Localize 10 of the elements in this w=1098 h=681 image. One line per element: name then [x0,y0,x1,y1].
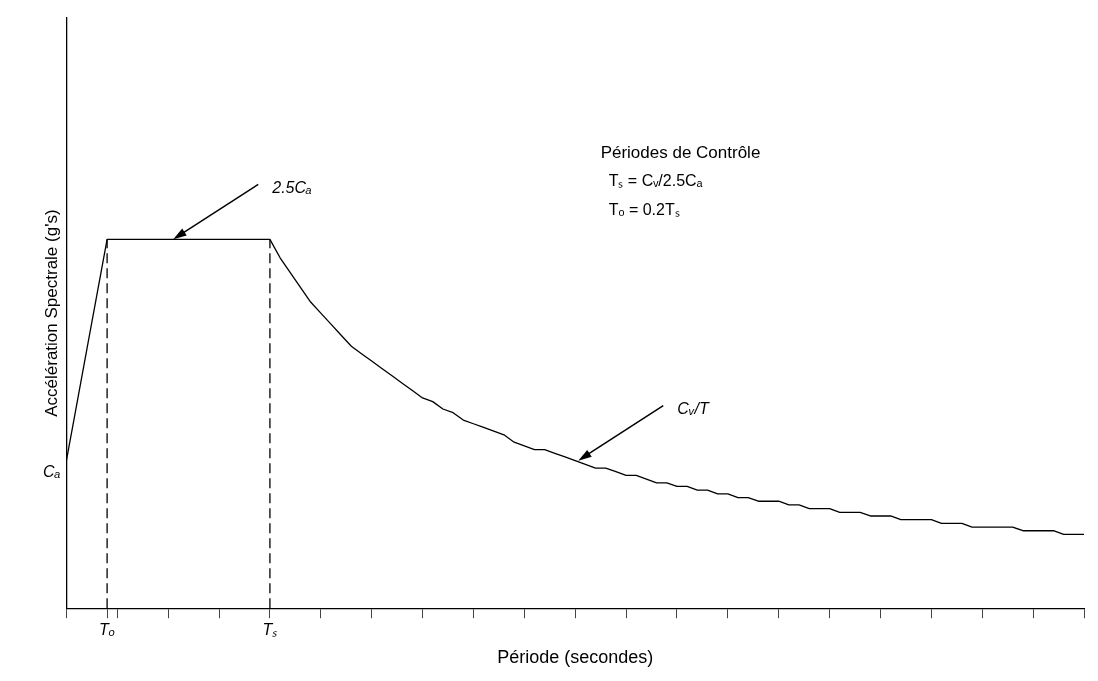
x-tick-label: Tₛ [262,621,279,639]
text: Tₒ = 0.2Tₛ [608,201,680,219]
y-axis-title: Accélération Spectrale (g's) [41,209,61,417]
annotation: Cᵥ/T [677,400,710,418]
text: Tₛ = Cᵥ/2.5Cₐ [608,172,704,190]
text: 2.5Cₐ [271,178,313,196]
text: Cₐ [43,463,61,481]
x-tick-label: Tₒ [99,621,116,639]
text: Périodes de Contrôle [600,142,761,162]
x-axis-title: Période (secondes) [497,647,654,668]
